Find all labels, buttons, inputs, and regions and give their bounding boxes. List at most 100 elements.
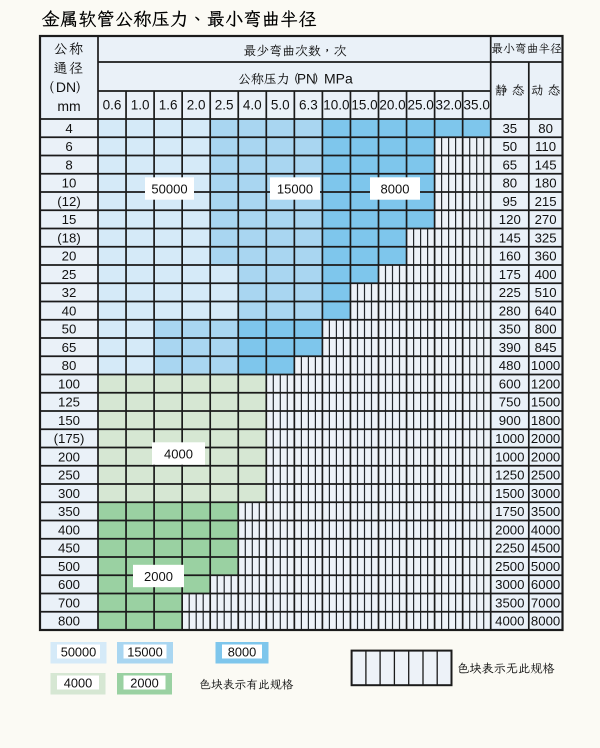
svg-text:(12): (12): [57, 194, 80, 209]
svg-text:480: 480: [499, 358, 521, 373]
svg-text:3500: 3500: [531, 504, 560, 519]
svg-text:4000: 4000: [531, 522, 560, 537]
svg-text:2.5: 2.5: [215, 98, 234, 113]
svg-text:20: 20: [62, 249, 77, 264]
svg-text:80: 80: [538, 121, 553, 136]
svg-text:20.0: 20.0: [379, 98, 405, 113]
svg-text:0.6: 0.6: [103, 98, 122, 113]
svg-text:350: 350: [499, 322, 521, 337]
svg-text:350: 350: [58, 504, 80, 519]
svg-text:3500: 3500: [495, 595, 524, 610]
svg-text:DN: DN: [56, 79, 76, 95]
svg-text:8: 8: [65, 157, 72, 172]
svg-text:15000: 15000: [127, 645, 163, 660]
svg-text:PN: PN: [297, 71, 316, 86]
svg-text:6000: 6000: [531, 577, 560, 592]
svg-text:500: 500: [58, 559, 80, 574]
svg-text:8000: 8000: [381, 181, 410, 196]
svg-text:215: 215: [535, 194, 557, 209]
svg-text:4500: 4500: [531, 541, 560, 556]
svg-text:25: 25: [62, 267, 77, 282]
svg-text:5.0: 5.0: [271, 98, 290, 113]
svg-text:10: 10: [62, 176, 77, 191]
svg-text:35: 35: [502, 121, 517, 136]
svg-text:5000: 5000: [531, 559, 560, 574]
svg-text:145: 145: [535, 157, 557, 172]
svg-text:1200: 1200: [531, 376, 560, 391]
svg-text:10.0: 10.0: [323, 98, 349, 113]
svg-text:2000: 2000: [531, 449, 560, 464]
svg-text:600: 600: [499, 376, 521, 391]
svg-text:640: 640: [535, 303, 557, 318]
svg-text:110: 110: [535, 139, 556, 154]
svg-text:400: 400: [58, 522, 80, 537]
svg-text:80: 80: [62, 358, 77, 373]
svg-text:390: 390: [499, 340, 521, 355]
svg-text:1500: 1500: [531, 395, 560, 410]
svg-text:510: 510: [535, 285, 557, 300]
svg-text:32: 32: [62, 285, 77, 300]
svg-text:1000: 1000: [495, 431, 524, 446]
svg-text:7000: 7000: [531, 595, 560, 610]
svg-text:400: 400: [535, 267, 557, 282]
svg-text:4.0: 4.0: [243, 98, 262, 113]
svg-text:95: 95: [502, 194, 517, 209]
svg-text:150: 150: [58, 413, 80, 428]
svg-text:8000: 8000: [531, 614, 560, 629]
svg-text:32.0: 32.0: [435, 98, 461, 113]
svg-text:125: 125: [58, 395, 80, 410]
svg-text:25.0: 25.0: [407, 98, 433, 113]
svg-text:4000: 4000: [164, 446, 193, 461]
svg-text:1.6: 1.6: [159, 98, 178, 113]
svg-text:325: 325: [535, 230, 557, 245]
svg-text:2250: 2250: [495, 541, 524, 556]
svg-text:750: 750: [499, 395, 521, 410]
svg-text:600: 600: [58, 577, 80, 592]
svg-text:145: 145: [499, 230, 521, 245]
svg-text:mm: mm: [57, 98, 80, 114]
svg-text:900: 900: [499, 413, 521, 428]
svg-text:(18): (18): [57, 230, 80, 245]
svg-text:2500: 2500: [531, 468, 560, 483]
svg-text:2000: 2000: [144, 569, 173, 584]
svg-text:1500: 1500: [495, 486, 524, 501]
svg-text:1250: 1250: [495, 468, 524, 483]
svg-text:200: 200: [58, 449, 80, 464]
svg-text:1000: 1000: [531, 358, 560, 373]
svg-text:450: 450: [58, 541, 80, 556]
svg-text:50: 50: [502, 139, 517, 154]
svg-text:2000: 2000: [531, 431, 560, 446]
svg-text:180: 180: [535, 176, 557, 191]
svg-text:6: 6: [65, 139, 72, 154]
svg-text:160: 160: [499, 249, 521, 264]
svg-text:6.3: 6.3: [299, 98, 318, 113]
svg-text:50: 50: [62, 322, 77, 337]
svg-text:15000: 15000: [277, 181, 313, 196]
svg-text:1750: 1750: [495, 504, 524, 519]
svg-text:15.0: 15.0: [351, 98, 377, 113]
svg-text:8000: 8000: [228, 645, 256, 660]
svg-text:MPa: MPa: [324, 70, 353, 86]
svg-text:40: 40: [62, 303, 77, 318]
svg-text:250: 250: [58, 468, 80, 483]
svg-text:1.0: 1.0: [131, 98, 150, 113]
svg-text:225: 225: [499, 285, 521, 300]
svg-text:800: 800: [58, 614, 80, 629]
svg-text:2500: 2500: [495, 559, 524, 574]
svg-text:845: 845: [535, 340, 557, 355]
svg-text:4000: 4000: [64, 676, 92, 691]
svg-text:50000: 50000: [61, 645, 97, 660]
svg-text:120: 120: [499, 212, 521, 227]
svg-text:2000: 2000: [130, 676, 158, 691]
svg-text:2000: 2000: [495, 522, 524, 537]
svg-text:50000: 50000: [151, 181, 187, 196]
svg-text:35.0: 35.0: [464, 98, 490, 113]
svg-text:360: 360: [535, 249, 557, 264]
svg-text:100: 100: [58, 376, 80, 391]
svg-text:1000: 1000: [495, 449, 524, 464]
svg-text:700: 700: [58, 595, 80, 610]
svg-text:800: 800: [535, 322, 557, 337]
svg-text:65: 65: [62, 340, 77, 355]
svg-text:2.0: 2.0: [187, 98, 206, 113]
svg-text:3000: 3000: [495, 577, 524, 592]
